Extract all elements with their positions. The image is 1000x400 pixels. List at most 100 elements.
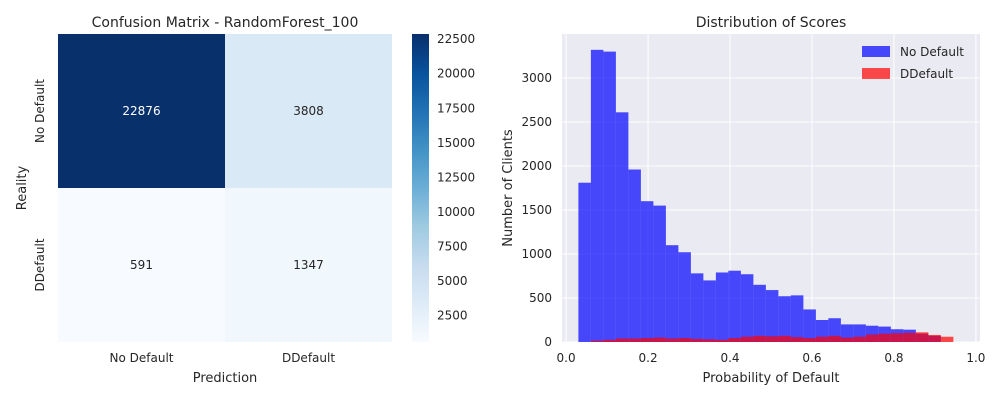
histogram-bar (590, 49, 604, 343)
histogram-y-tick-label: 3000 (521, 71, 552, 85)
histogram-bar (690, 338, 704, 342)
histogram-bar (865, 334, 879, 342)
heatmap-cell-label: 3808 (293, 104, 324, 118)
heatmap-title: Confusion Matrix - RandomForest_100 (92, 15, 359, 31)
histogram-bar (678, 338, 691, 342)
histogram-bar (940, 336, 954, 342)
histogram-y-tick-label: 1500 (521, 203, 552, 217)
histogram-bar (740, 336, 754, 342)
heatmap-y-axis-label: Reality (15, 165, 30, 210)
colorbar (412, 34, 429, 342)
colorbar-tick-label: 2500 (437, 309, 468, 323)
heatmap-x-tick-label: No Default (110, 351, 174, 365)
histogram-bar (915, 332, 929, 342)
histogram-bar (665, 338, 679, 342)
legend-label: No Default (900, 45, 964, 59)
legend-swatch (862, 68, 890, 79)
histogram-x-tick-label: 0.6 (802, 351, 821, 365)
histogram-x-ticks: 0.0 0.2 0.4 0.6 0.8 1.0 (557, 351, 986, 365)
histogram-bars (578, 49, 954, 343)
histogram-y-tick-label: 2000 (521, 159, 552, 173)
colorbar-tick-label: 5000 (437, 274, 468, 288)
histogram-x-tick-label: 0.4 (720, 351, 739, 365)
heatmap-cell (225, 34, 392, 188)
histogram-bar (615, 112, 629, 342)
histogram-bar (653, 337, 666, 342)
histogram-bar (590, 340, 604, 342)
histogram-bar (878, 333, 891, 342)
histogram-bar (665, 245, 679, 342)
histogram-bar (678, 252, 691, 342)
histogram-bar (640, 201, 654, 342)
histogram-bar (890, 333, 904, 342)
histogram-bar (728, 270, 741, 342)
histogram-bar (803, 309, 816, 342)
histogram-bar (640, 338, 654, 342)
colorbar-tick-label: 10000 (437, 205, 475, 219)
histogram-y-ticks: 0 500 1000 1500 2000 2500 3000 (521, 71, 552, 349)
histogram-bar (578, 182, 591, 342)
legend-swatch (862, 46, 890, 57)
heatmap-cells (58, 34, 392, 342)
heatmap-cell-label: 591 (130, 258, 153, 272)
colorbar-tick-label: 12500 (437, 170, 475, 184)
heatmap-y-tick-label: DDefault (33, 238, 47, 291)
histogram-y-axis-label: Number of Clients (501, 129, 516, 247)
colorbar-tick-label: 15000 (437, 136, 475, 150)
histogram-y-tick-label: 500 (529, 291, 552, 305)
histogram-x-axis-label: Probability of Default (702, 371, 839, 386)
heatmap-cell (225, 188, 392, 342)
histogram-bar (715, 272, 729, 342)
histogram-bar (928, 334, 941, 342)
histogram-bar (790, 295, 804, 342)
histogram-bar (853, 336, 866, 342)
score-distribution-panel: Distribution of Scores 0.0 0.2 0.4 0.6 0.8 1.… (501, 15, 985, 386)
colorbar-tick-label: 20000 (437, 67, 475, 81)
heatmap-cell-labels: 22876 3808 591 1347 (122, 104, 323, 272)
histogram-bar (615, 338, 629, 342)
heatmap-x-tick-label: DDefault (282, 351, 335, 365)
heatmap-cell (58, 188, 225, 342)
heatmap-cell-label: 22876 (122, 104, 160, 118)
histogram-bar (715, 339, 729, 342)
histogram-bar (840, 337, 854, 342)
histogram-bar (703, 280, 716, 342)
histogram-bar (828, 335, 841, 342)
histogram-bar (628, 338, 641, 342)
heatmap-y-tick-label: No Default (33, 79, 47, 143)
histogram-bar (815, 336, 829, 342)
histogram-bar (740, 274, 754, 342)
histogram-bar (753, 335, 766, 342)
histogram-bar (603, 339, 616, 342)
histogram-bar (765, 336, 779, 342)
histogram-y-tick-label: 2500 (521, 115, 552, 129)
heatmap-cell-label: 1347 (293, 258, 324, 272)
colorbar-tick-label: 22500 (437, 32, 475, 46)
histogram-bar (803, 338, 816, 342)
histogram-bar (815, 320, 829, 342)
histogram-x-tick-label: 1.0 (966, 351, 985, 365)
colorbar-ticks: 2500 5000 7500 10000 12500 15000 17500 20000 225… (437, 32, 475, 322)
histogram-bar (765, 290, 779, 342)
histogram-x-tick-label: 0.0 (557, 351, 576, 365)
histogram-x-tick-label: 0.2 (639, 351, 658, 365)
histogram-bar (728, 338, 741, 342)
histogram-x-tick-label: 0.8 (884, 351, 903, 365)
histogram-bar (903, 332, 916, 342)
heatmap-y-ticks: No Default DDefault (33, 79, 47, 292)
histogram-bar (703, 339, 716, 342)
histogram-y-tick-label: 0 (544, 335, 552, 349)
colorbar-tick-label: 7500 (437, 240, 468, 254)
histogram-bar (778, 296, 791, 342)
histogram-bar (753, 284, 766, 342)
heatmap-cell (58, 34, 225, 188)
confusion-matrix-panel: Confusion Matrix - RandomForest_100 2287… (15, 15, 475, 386)
histogram-bar (778, 335, 791, 342)
histogram-bar (628, 169, 641, 342)
heatmap-x-axis-label: Prediction (193, 371, 258, 386)
histogram-bar (653, 205, 666, 342)
colorbar-tick-label: 17500 (437, 101, 475, 115)
histogram-bar (603, 51, 616, 342)
histogram-bar (690, 273, 704, 342)
